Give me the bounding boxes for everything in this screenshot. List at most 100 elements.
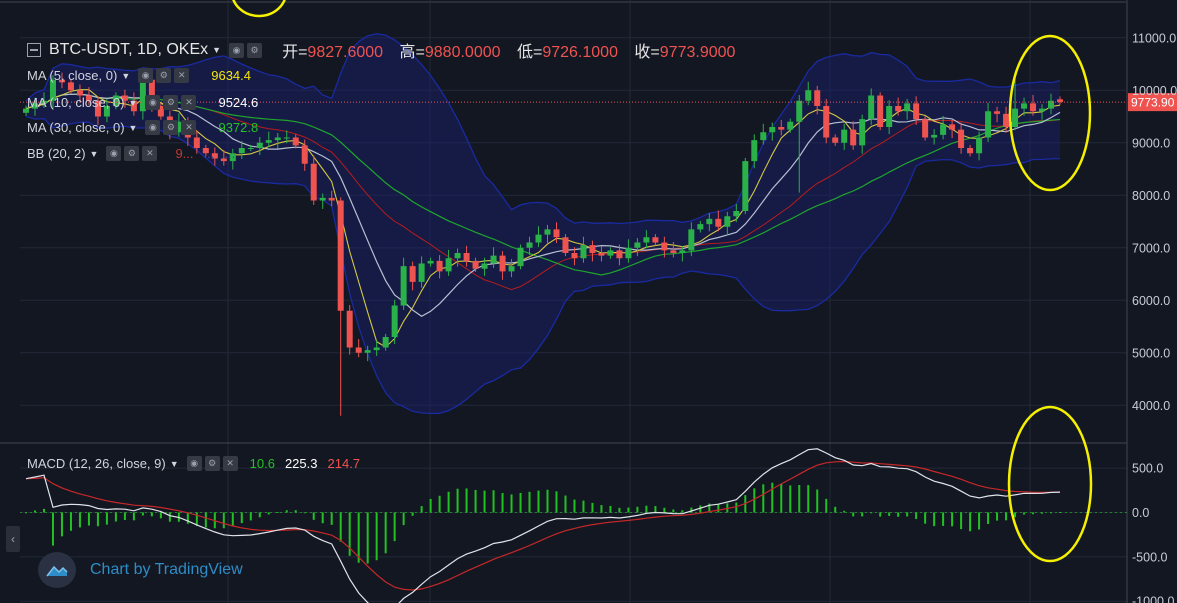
scroll-left-button[interactable]: ‹ bbox=[6, 526, 20, 552]
bb-label[interactable]: BB (20, 2) bbox=[27, 146, 86, 161]
candle-body bbox=[76, 90, 83, 96]
close-icon[interactable]: ✕ bbox=[222, 456, 238, 471]
candle bbox=[445, 249, 452, 276]
candle-body bbox=[634, 242, 641, 248]
macd-label[interactable]: MACD (12, 26, close, 9) bbox=[27, 456, 166, 471]
close-icon[interactable]: ✕ bbox=[174, 68, 190, 83]
ma5-label[interactable]: MA (5, close, 0) bbox=[27, 68, 118, 83]
candle bbox=[841, 123, 848, 150]
candle-body bbox=[589, 245, 596, 253]
candle bbox=[85, 87, 92, 106]
symbol-label[interactable]: BTC-USDT, 1D, OKEx bbox=[49, 41, 209, 58]
eye-icon[interactable]: ◉ bbox=[229, 42, 245, 58]
chevron-down-icon[interactable]: ▼ bbox=[89, 148, 99, 159]
gear-icon[interactable]: ⚙ bbox=[204, 456, 220, 471]
ma30-label[interactable]: MA (30, close, 0) bbox=[27, 120, 125, 135]
candle-body bbox=[265, 140, 272, 143]
candle-body bbox=[733, 211, 740, 217]
candle bbox=[391, 299, 398, 345]
candle bbox=[706, 213, 713, 232]
macd-hist-bar bbox=[942, 512, 945, 526]
last-price-tag-text: 9773.90 bbox=[1131, 96, 1175, 110]
price-axis-label: 4000.0 bbox=[1132, 399, 1170, 413]
macd-hist-bar bbox=[555, 491, 558, 513]
macd-hist-bar bbox=[951, 512, 954, 527]
close-icon[interactable]: ✕ bbox=[142, 146, 158, 161]
macd-hist-bar bbox=[267, 512, 270, 515]
gear-icon[interactable]: ⚙ bbox=[247, 42, 263, 58]
ma10-value: 9524.6 bbox=[218, 95, 259, 110]
macd-hist-bar bbox=[537, 490, 540, 513]
eye-icon[interactable]: ◉ bbox=[106, 146, 122, 161]
candle bbox=[427, 257, 434, 267]
chevron-down-icon[interactable]: ▼ bbox=[121, 70, 131, 81]
candle-body bbox=[319, 197, 326, 201]
close-icon[interactable]: ✕ bbox=[181, 120, 197, 135]
candle bbox=[103, 98, 110, 123]
chevron-down-icon[interactable]: ▼ bbox=[212, 45, 222, 55]
macd-hist-bar bbox=[357, 512, 360, 563]
eye-icon[interactable]: ◉ bbox=[145, 95, 161, 110]
candle-body bbox=[886, 106, 893, 127]
chevron-down-icon[interactable]: ▼ bbox=[128, 97, 138, 108]
macd-signal-line bbox=[25, 460, 1061, 591]
gear-icon[interactable]: ⚙ bbox=[163, 120, 179, 135]
candle bbox=[328, 190, 335, 207]
candle bbox=[364, 345, 371, 362]
macd-hist-bar bbox=[366, 512, 369, 564]
candle-body bbox=[985, 111, 992, 138]
candle-body bbox=[148, 79, 155, 106]
candle bbox=[31, 97, 38, 116]
candle bbox=[418, 256, 425, 288]
macd-hist-bar bbox=[330, 512, 333, 525]
macd-hist-bar bbox=[762, 484, 765, 513]
eye-icon[interactable]: ◉ bbox=[186, 456, 202, 471]
candle bbox=[481, 257, 488, 276]
macd-value: 225.3 bbox=[284, 456, 318, 471]
candle-body bbox=[571, 253, 578, 259]
macd-hist-bar bbox=[996, 512, 999, 521]
candle-body bbox=[256, 142, 263, 148]
macd-hist-bar bbox=[222, 512, 225, 529]
candle-body bbox=[1003, 113, 1010, 127]
ma10-label[interactable]: MA (10, close, 0) bbox=[27, 95, 125, 110]
gear-icon[interactable]: ⚙ bbox=[163, 95, 179, 110]
candle bbox=[310, 155, 317, 205]
candle-body bbox=[400, 266, 407, 306]
candle-body bbox=[562, 237, 569, 253]
candle bbox=[760, 123, 767, 145]
chevron-down-icon[interactable]: ▼ bbox=[128, 122, 138, 133]
macd-hist-bar bbox=[915, 512, 918, 520]
candle bbox=[112, 92, 119, 110]
candle-body bbox=[823, 106, 830, 138]
candle-body bbox=[697, 224, 704, 230]
close-icon[interactable]: ✕ bbox=[181, 95, 197, 110]
gear-icon[interactable]: ⚙ bbox=[124, 146, 140, 161]
candle-body bbox=[130, 100, 137, 112]
candle bbox=[211, 147, 218, 166]
candle-body bbox=[157, 106, 164, 117]
watermark-text: Chart by TradingView bbox=[90, 561, 243, 578]
macd-hist-bar bbox=[861, 512, 864, 517]
candle bbox=[616, 244, 623, 266]
macd-hist-bar bbox=[708, 503, 711, 513]
candle-body bbox=[625, 247, 632, 259]
eye-icon[interactable]: ◉ bbox=[138, 68, 154, 83]
bb-value-3: ... bbox=[224, 146, 236, 161]
eye-icon[interactable]: ◉ bbox=[145, 120, 161, 135]
tradingview-watermark[interactable]: Chart by TradingView bbox=[38, 552, 243, 588]
candle-body bbox=[211, 153, 218, 159]
collapse-icon[interactable] bbox=[27, 43, 41, 57]
macd-axis-label: 0.0 bbox=[1132, 506, 1149, 520]
candle bbox=[904, 98, 911, 120]
candle-body bbox=[499, 255, 506, 272]
candle-body bbox=[931, 134, 938, 138]
candle-body bbox=[706, 218, 713, 225]
candle-body bbox=[175, 121, 182, 133]
chevron-down-icon[interactable]: ▼ bbox=[169, 458, 179, 469]
candles bbox=[23, 71, 1063, 416]
ma30-line bbox=[25, 93, 1061, 276]
macd-hist-bar bbox=[843, 510, 846, 513]
gear-icon[interactable]: ⚙ bbox=[156, 68, 172, 83]
